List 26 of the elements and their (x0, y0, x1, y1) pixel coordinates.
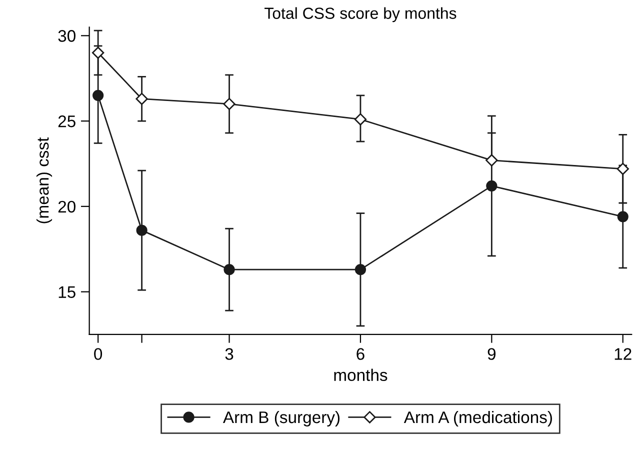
point (92, 90, 104, 101)
legend-label: Arm A (medications) (404, 410, 552, 426)
legend-label: Arm B (surgery) (222, 410, 340, 426)
point (354, 113, 367, 126)
x-axis-title: months (334, 368, 388, 382)
y-axis-title: (mean) csst (36, 137, 52, 224)
y-tick-label: 15 (58, 286, 76, 298)
point (486, 180, 498, 192)
y-tick-label: 30 (58, 30, 76, 42)
chart-title: Total CSS score by months (264, 7, 456, 22)
point (92, 46, 104, 59)
x-tick-label: 0 (94, 348, 102, 360)
y-tick-label: 20 (58, 200, 76, 213)
point (136, 92, 148, 105)
point (617, 211, 628, 222)
point (616, 162, 629, 175)
point (486, 154, 498, 166)
point (223, 98, 236, 110)
x-tick-label: 12 (614, 348, 632, 360)
y-tick-label: 25 (58, 115, 76, 128)
point (136, 224, 148, 236)
point (354, 264, 366, 276)
x-tick-label: 6 (356, 348, 364, 360)
point (224, 264, 235, 276)
x-tick-label: 9 (488, 348, 496, 360)
x-tick-label: 3 (225, 348, 234, 360)
